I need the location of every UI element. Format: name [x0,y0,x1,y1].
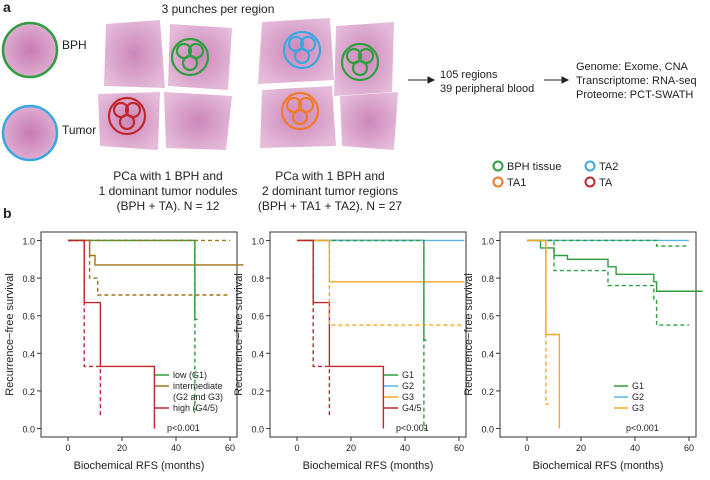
caption: (BPH + TA1 + TA2). N = 27 [258,199,403,213]
survival-curve [526,239,689,247]
survival-curve [526,239,561,429]
y-tick-label: 0.0 [481,425,494,435]
y-tick-label: 0.6 [481,312,494,322]
legend-symbol [492,160,504,172]
survival-curve [526,239,703,292]
legend-label: G3 [402,392,414,402]
annotation: p<0.001 [167,423,200,433]
plot-frame [269,231,467,438]
x-tick-label: 20 [346,443,356,453]
survival-curve [296,239,465,326]
punch-note: 3 punches per region [162,2,275,16]
y-tick-label: 0.8 [251,274,264,284]
x-tick-label: 0 [65,443,70,453]
panel-label: b [3,205,12,221]
y-tick-label: 0.6 [22,312,35,322]
y-tick-label: 0.8 [481,274,494,284]
legend-label: G3 [632,403,644,413]
legend-label: TA [599,177,613,189]
y-tick-label: 0.4 [481,349,494,359]
tissue-label: BPH [62,38,87,52]
x-tick-label: 60 [225,443,235,453]
x-tick-label: 40 [171,443,181,453]
survival-curve [526,239,689,326]
tissue-label: Tumor [62,123,96,137]
y-tick-label: 1.0 [22,236,35,246]
legend-label: TA2 [599,161,618,173]
omics: Genome: Exome, CNA [576,61,689,73]
x-tick-label: 40 [400,443,410,453]
tissue-image [1,21,59,79]
legend-label: high (G4/5) [173,403,218,413]
y-axis-label: Recurrence−free survival [463,273,475,396]
y-tick-label: 0.4 [22,349,35,359]
x-axis-label: Biochemical RFS (months) [533,460,664,472]
x-tick-label: 60 [454,443,464,453]
y-tick-label: 0.2 [481,387,494,397]
caption: (BPH + TA). N = 12 [117,199,220,213]
plot-frame [40,231,238,438]
y-tick-label: 0.0 [251,425,264,435]
survival-curve [296,239,385,429]
y-tick-label: 1.0 [251,236,264,246]
x-tick-label: 40 [630,443,640,453]
legend-symbol [584,160,596,172]
x-axis-label: Biochemical RFS (months) [74,460,205,472]
x-tick-label: 20 [117,443,127,453]
x-tick-label: 0 [524,443,529,453]
y-tick-label: 0.4 [251,349,264,359]
caption: 2 dominant tumor regions [262,184,398,198]
panel-label: a [3,0,11,15]
legend-label: intermediate (G2 and G3) [173,381,223,402]
legend-label: BPH tissue [507,161,561,173]
summary: 39 peripheral blood [440,83,534,95]
caption: 1 dominant tumor nodules [99,184,238,198]
legend-symbol [584,176,596,188]
y-tick-label: 0.2 [22,387,35,397]
caption: PCa with 1 BPH and [275,169,384,183]
legend-label: TA1 [507,177,526,189]
tissue-image [1,104,59,162]
y-axis-label: Recurrence−free survival [4,273,16,396]
legend-label: G1 [632,381,644,391]
panel-b: 0.0 0.2 0.4 0.6 0.8 1.0 0 20 40 60 Biochemical RFS… [4,231,703,472]
y-tick-label: 0.0 [22,425,35,435]
punch-rings [107,30,380,136]
y-tick-label: 0.2 [251,387,264,397]
annotation: p<0.001 [396,423,429,433]
survival-curve [296,239,427,430]
y-tick-label: 0.8 [22,274,35,284]
legend-symbol [492,176,504,188]
legend-label: G1 [402,370,414,380]
survival-curve [67,239,102,416]
omics: Proteome: PCT-SWATH [576,89,693,101]
y-axis-label: Recurrence−free survival [233,273,245,396]
caption: PCa with 1 BPH and [113,169,222,183]
x-tick-label: 0 [294,443,299,453]
survival-curve [67,239,156,429]
x-tick-label: 60 [684,443,694,453]
omics: Transcriptome: RNA-seq [576,75,697,87]
slides [98,18,398,150]
legend-label: G2 [632,392,644,402]
annotation: p<0.001 [626,423,659,433]
x-axis-label: Biochemical RFS (months) [303,460,434,472]
y-tick-label: 1.0 [481,236,494,246]
legend-label: G2 [402,381,414,391]
y-tick-label: 0.6 [251,312,264,322]
x-tick-label: 20 [576,443,586,453]
legend-label: low (G1) [173,370,207,380]
summary: 105 regions [440,69,498,81]
survival-curve [296,239,465,283]
survival-curve [296,239,331,416]
plot-frame [499,231,697,438]
survival-curve [67,239,198,321]
survival-curve [526,239,549,405]
arrows [408,76,570,84]
survival-curve [67,239,244,266]
legend-label: G4/5 [402,403,422,413]
survival-curve [67,239,230,296]
